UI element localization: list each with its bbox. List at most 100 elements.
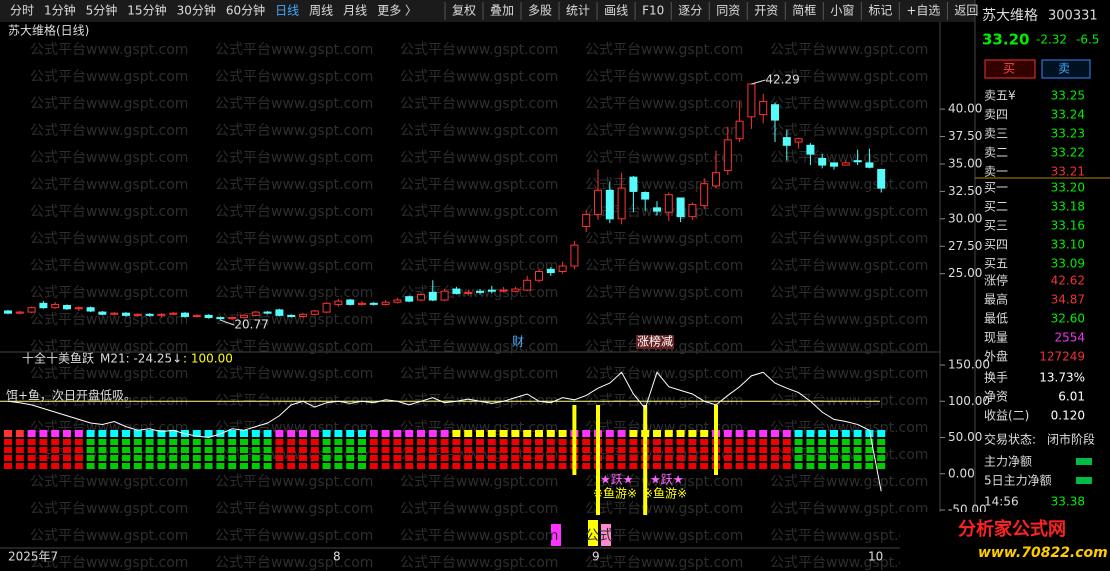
column-base <box>263 463 272 469</box>
buy-button[interactable] <box>984 59 1036 79</box>
toolbar-button[interactable]: 周线 <box>309 4 333 18</box>
watermark: 公式平台www.gspt.com <box>215 555 373 571</box>
toolbar-button[interactable]: 日线 <box>275 4 299 18</box>
column-base <box>535 455 543 461</box>
toolbar-button[interactable]: 简框 <box>792 4 816 18</box>
toolbar-button[interactable]: 返回 <box>954 4 978 18</box>
watermark: 公式平台www.gspt.com <box>400 204 558 220</box>
toolbar-button[interactable]: 同资 <box>716 4 740 18</box>
column-base <box>27 447 36 453</box>
toolbar-button[interactable]: 多股 <box>528 4 552 18</box>
column-base <box>74 447 83 453</box>
candle-body <box>818 157 827 166</box>
toolbar-button[interactable]: 1分钟 <box>44 3 76 18</box>
watermark: 公式平台www.gspt.com <box>215 69 373 85</box>
candle-body <box>558 265 567 272</box>
watermark: 公式平台www.gspt.com <box>400 42 558 58</box>
toolbar-button[interactable]: 60分钟 <box>226 3 265 18</box>
column-top <box>771 430 779 437</box>
toolbar-button[interactable]: 统计 <box>566 4 590 18</box>
sell-label[interactable]: 卖 <box>1058 62 1070 76</box>
column-base <box>700 463 709 469</box>
row-label: 现量 <box>984 331 1008 345</box>
column-base <box>169 463 178 469</box>
column-base <box>523 463 532 469</box>
column-base <box>240 455 248 461</box>
row-label: 最低 <box>984 312 1008 326</box>
column-base <box>169 455 178 461</box>
toolbar-button[interactable]: 月线 <box>343 4 367 18</box>
column-top <box>63 430 71 437</box>
toolbar-button[interactable]: 30分钟 <box>177 3 216 18</box>
candle-body <box>853 160 862 163</box>
column-base <box>369 463 378 469</box>
row-value: 33.23 <box>1051 127 1085 141</box>
column-base <box>228 447 237 453</box>
toolbar-button[interactable]: 5分钟 <box>86 3 118 18</box>
toolbar-button[interactable]: 叠加 <box>490 4 514 18</box>
row-label: 收益(二) <box>984 409 1029 423</box>
toolbar-button[interactable]: 复权 <box>452 4 476 18</box>
column-base <box>535 447 543 453</box>
column-base <box>4 447 12 453</box>
column-base <box>759 439 768 445</box>
column-base <box>629 463 638 469</box>
candle-body <box>452 288 461 294</box>
toolbar-button[interactable]: 画线 <box>604 4 628 18</box>
sell-button[interactable] <box>1041 59 1091 79</box>
column-top <box>228 430 237 437</box>
column-base <box>157 463 166 469</box>
toolbar-button[interactable]: 小窗 <box>830 4 854 18</box>
watermark: 公式平台www.gspt.com <box>585 258 743 274</box>
column-top <box>145 430 154 437</box>
indicator-ref: : 100.00 <box>183 352 233 366</box>
candle-body <box>192 314 201 317</box>
column-base <box>747 447 756 453</box>
column-base <box>511 447 520 453</box>
toolbar-button[interactable]: 开资 <box>754 4 778 18</box>
buy-label[interactable]: 买 <box>1003 62 1015 76</box>
column-top <box>310 430 319 437</box>
column-base <box>405 439 414 445</box>
column-base <box>110 463 119 469</box>
toolbar-button[interactable]: 分时 <box>10 4 34 18</box>
x-label: 9 <box>592 550 600 564</box>
column-base <box>440 439 449 445</box>
watermark: 公式平台www.gspt.com <box>215 258 373 274</box>
watermark: 公式平台www.gspt.com <box>215 366 373 382</box>
watermark: 公式平台www.gspt.com <box>585 123 743 139</box>
column-top <box>676 430 685 437</box>
toolbar-button[interactable]: 更多 〉 <box>377 4 417 18</box>
watermark: 公式平台www.gspt.com <box>585 285 743 301</box>
watermark: 公式平台www.gspt.com <box>770 96 928 112</box>
signal <box>596 405 600 515</box>
column-base <box>417 447 425 453</box>
column-top <box>86 430 95 437</box>
column-base <box>830 447 838 453</box>
toolbar-button[interactable]: F10 <box>642 4 664 18</box>
column-base <box>122 455 130 461</box>
toolbar-button[interactable]: 15分钟 <box>127 3 166 18</box>
column-base <box>381 439 390 445</box>
column-base <box>865 439 874 445</box>
column-base <box>299 463 307 469</box>
column-base <box>310 463 319 469</box>
toolbar-button[interactable]: 逐分 <box>678 4 702 18</box>
column-base <box>86 439 95 445</box>
column-base <box>145 455 154 461</box>
candle-body <box>299 313 307 317</box>
watermark: 公式平台www.gspt.com <box>400 177 558 193</box>
column-base <box>86 447 95 453</box>
column-top <box>877 430 886 437</box>
candle-body <box>346 299 355 305</box>
toolbar-button[interactable]: +自选 <box>906 4 940 18</box>
column-base <box>617 447 626 453</box>
column-base <box>358 439 366 445</box>
column-top <box>4 430 12 437</box>
candle-body <box>4 310 12 314</box>
column-base <box>464 463 473 469</box>
column-base <box>676 447 685 453</box>
column-base <box>535 439 543 445</box>
column-base <box>63 463 71 469</box>
toolbar-button[interactable]: 标记 <box>868 4 892 18</box>
